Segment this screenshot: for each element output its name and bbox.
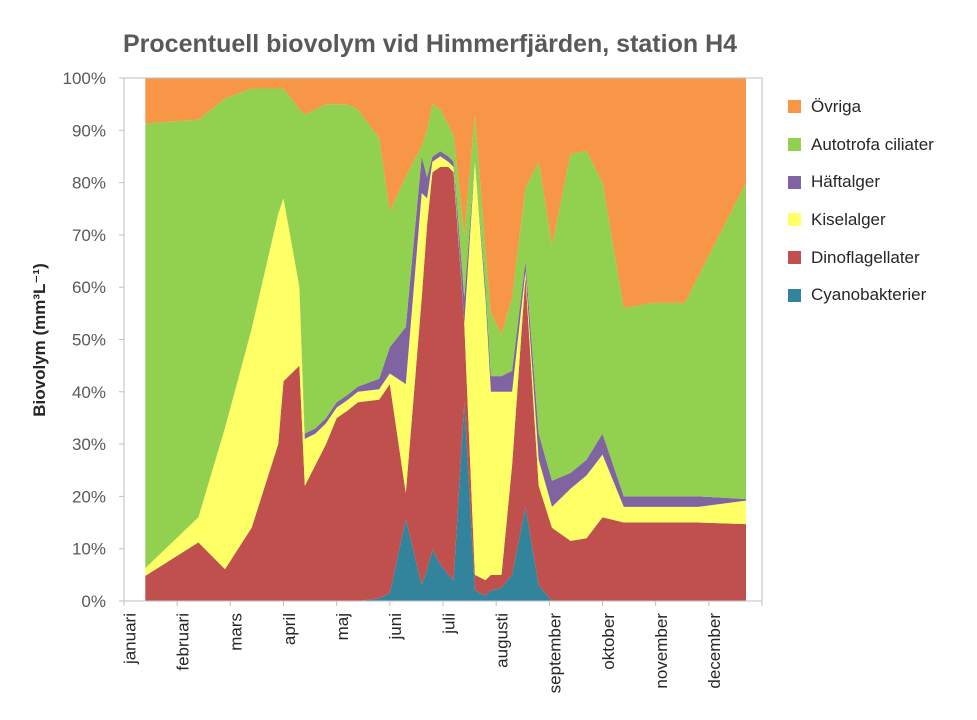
- y-tick-label: 30%: [72, 435, 106, 454]
- x-tick-label: september: [546, 613, 565, 694]
- series-area-dinoflagellater: [145, 166, 747, 601]
- x-tick-label: maj: [333, 613, 352, 640]
- y-tick-label: 80%: [72, 174, 106, 193]
- chart-legend: Övriga Autotrofa ciliater Häftalger Kiselal…: [788, 88, 934, 314]
- legend-label: Övriga: [811, 96, 862, 116]
- x-tick-label: april: [280, 613, 299, 645]
- legend-item: Cyanobakterier: [788, 276, 934, 314]
- x-tick-label: februari: [173, 613, 192, 671]
- series-area--vriga: [145, 78, 747, 335]
- y-tick-label: 50%: [72, 331, 106, 350]
- y-tick-label: 0%: [81, 592, 106, 611]
- legend-item: Kiselalger: [788, 201, 934, 239]
- x-tick-label: augusti: [492, 613, 511, 668]
- legend-swatch: [788, 100, 801, 114]
- y-tick-label: 10%: [72, 540, 106, 559]
- legend-label: Dinoflagellater: [811, 247, 920, 267]
- series-areas: [145, 78, 747, 601]
- legend-item: Häftalger: [788, 163, 934, 201]
- legend-label: Cyanobakterier: [811, 285, 927, 305]
- series-area-autotrofa-ciliater: [145, 88, 747, 569]
- legend-swatch: [788, 138, 801, 152]
- legend-item: Övriga: [788, 88, 934, 126]
- y-tick-label: 90%: [72, 121, 106, 140]
- legend-swatch: [788, 175, 801, 189]
- x-tick-label: november: [652, 613, 671, 689]
- legend-label: Autotrofa ciliater: [811, 134, 934, 154]
- x-tick-label: december: [705, 613, 724, 689]
- y-tick-label: 70%: [72, 226, 106, 245]
- series-area-kiselalger: [145, 156, 747, 581]
- legend-label: Kiselalger: [811, 209, 886, 229]
- axes: 0% 10% 20% 30% 40% 50% 60% 70% 80% 90% 100% januari…: [63, 69, 763, 694]
- legend-swatch: [788, 251, 801, 265]
- legend-label: Häftalger: [811, 172, 880, 192]
- y-tick-label: 100%: [63, 69, 106, 88]
- x-tick-label: juli: [439, 613, 458, 635]
- y-tick-label: 40%: [72, 383, 106, 402]
- x-tick-label: mars: [227, 613, 246, 651]
- y-tick-label: 60%: [72, 278, 106, 297]
- chart-title: Procentuell biovolym vid Himmerfjärden, …: [123, 30, 738, 58]
- legend-item: Dinoflagellater: [788, 239, 934, 277]
- legend-item: Autotrofa ciliater: [788, 126, 934, 164]
- legend-swatch: [788, 213, 801, 227]
- x-tick-label: juni: [386, 613, 405, 640]
- y-tick-label: 20%: [72, 487, 106, 506]
- legend-swatch: [788, 288, 801, 302]
- x-tick-label: januari: [120, 613, 139, 665]
- x-tick-label: oktober: [599, 613, 618, 670]
